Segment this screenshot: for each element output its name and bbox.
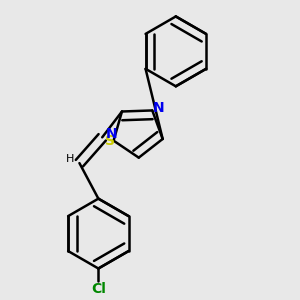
Text: S: S	[105, 134, 115, 148]
Text: N: N	[153, 101, 165, 115]
Text: N: N	[106, 127, 117, 141]
Text: Cl: Cl	[91, 282, 106, 296]
Text: H: H	[65, 154, 74, 164]
